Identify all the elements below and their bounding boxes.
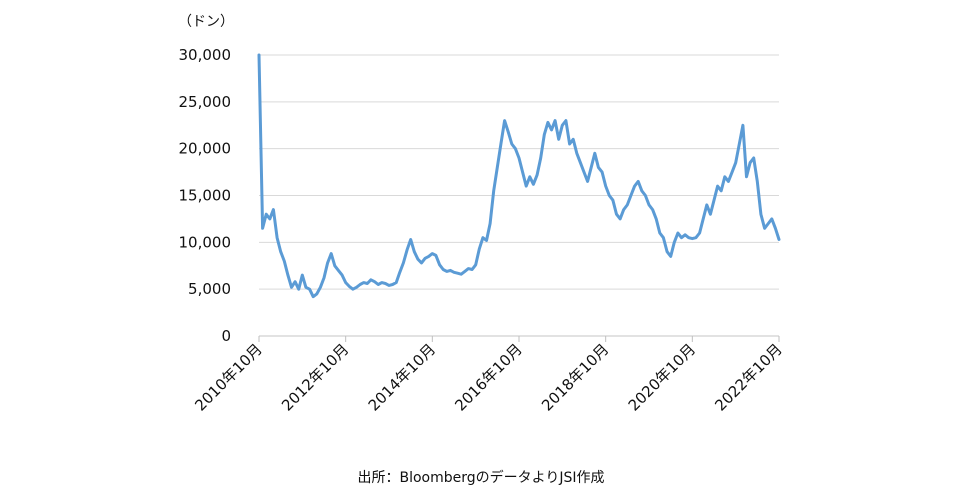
x-tick-label: 2014年10月 [365, 340, 439, 414]
y-tick-label: 30,000 [179, 46, 232, 64]
x-tick-label: 2012年10月 [278, 340, 352, 414]
x-tick-label: 2020年10月 [625, 340, 699, 414]
source-note: 出所：BloombergのデータよりJSI作成 [357, 469, 604, 486]
x-tick-label: 2016年10月 [451, 340, 525, 414]
y-tick-label: 25,000 [179, 93, 232, 111]
price-series-line [257, 53, 781, 299]
x-tick-label: 2022年10月 [711, 340, 785, 414]
y-tick-label: 0 [221, 327, 231, 345]
x-axis-ticks: 2010年10月 2012年10月 2014年10月 2016年10月 2018年10月… [191, 336, 786, 415]
y-tick-label: 5,000 [188, 280, 231, 298]
y-tick-label: 20,000 [179, 140, 232, 158]
x-tick-label: 2010年10月 [191, 340, 265, 414]
x-tick-label: 2018年10月 [538, 340, 612, 414]
y-tick-label: 10,000 [179, 233, 232, 251]
y-tick-label: 15,000 [179, 187, 232, 205]
y-axis-ticks: 0 5,000 10,000 15,000 20,000 25,000 30,000 [179, 46, 232, 345]
gridlines [259, 54, 779, 290]
y-unit-label: （ドン） [178, 14, 234, 30]
